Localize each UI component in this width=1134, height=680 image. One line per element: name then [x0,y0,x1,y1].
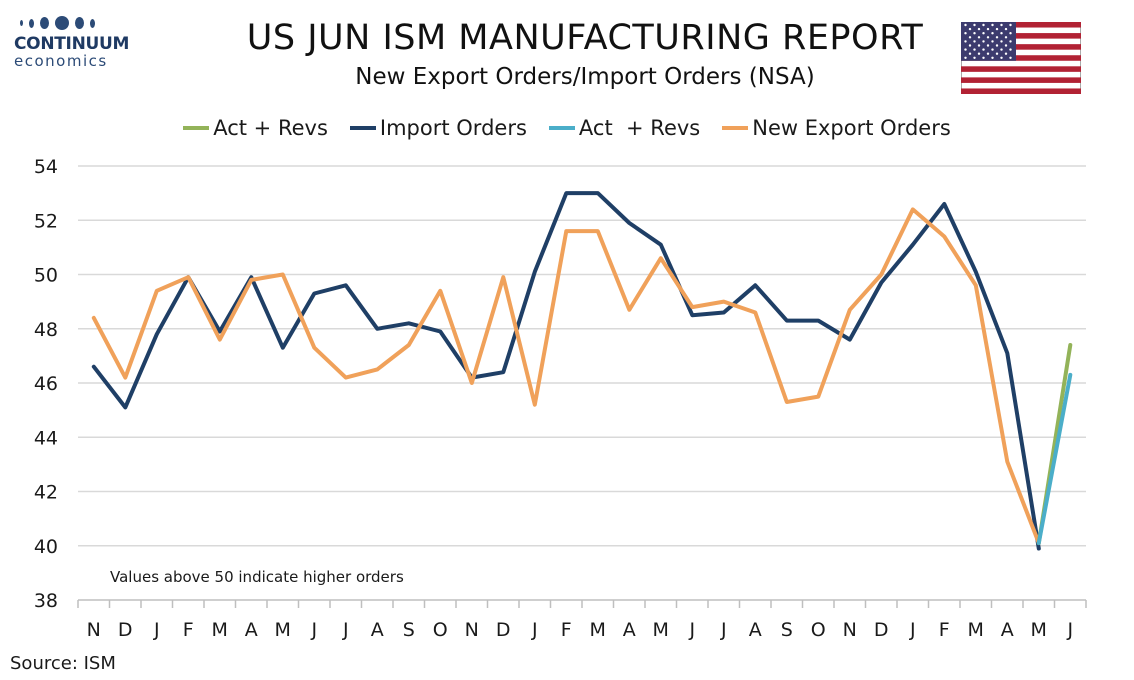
legend-label: New Export Orders [752,116,951,140]
x-tick-label: J [688,619,695,641]
y-tick-label: 46 [34,373,58,395]
us-flag-icon [961,22,1081,94]
x-tick-label: J [1066,619,1073,641]
chart-annotation: Values above 50 indicate higher orders [110,568,404,586]
legend-swatch [722,126,749,130]
x-tick-label: J [909,619,916,641]
x-tick-label: M [275,619,291,641]
x-tick-label: N [87,619,101,641]
logo-name: CONTINUUM [14,34,130,54]
x-tick-label: F [939,619,950,641]
chart-title: US JUN ISM MANUFACTURING REPORT [246,18,924,58]
y-tick-label: 40 [34,536,58,558]
legend-swatch [349,126,376,130]
y-tick-label: 50 [34,265,58,287]
x-tick-label: J [531,619,538,641]
x-tick-label: S [781,619,793,641]
y-tick-label: 54 [34,156,58,178]
y-tick-label: 42 [34,482,58,504]
x-tick-label: J [342,619,349,641]
x-tick-label: A [371,619,384,641]
logo-dots [20,14,134,32]
legend-item: New Export Orders [722,116,951,140]
x-tick-label: F [561,619,572,641]
chart-subtitle: New Export Orders/Import Orders (NSA) [355,64,815,90]
x-tick-label: J [310,619,317,641]
legend-label: Import Orders [379,116,527,140]
x-tick-label: M [212,619,228,641]
legend-item: Import Orders [349,116,527,140]
x-tick-label: N [843,619,857,641]
y-tick-label: 48 [34,319,58,341]
x-tick-label: J [720,619,727,641]
x-tick-label: D [874,619,889,641]
legend-swatch [183,126,210,130]
x-tick-label: A [749,619,762,641]
y-tick-label: 38 [34,590,58,612]
x-tick-label: A [1001,619,1014,641]
legend-swatch [548,126,575,130]
x-tick-label: A [623,619,636,641]
series-line-import-orders [91,191,1041,551]
x-tick-label: N [465,619,479,641]
x-tick-label: M [968,619,984,641]
legend-item: Act + Revs [183,116,328,140]
chart-legend: Act + Revs Import Orders Act + Revs New Exp… [0,116,1134,140]
legend-label: Act + Revs [213,116,328,140]
logo-subtitle: economics [14,52,108,70]
source-note: Source: ISM [10,653,116,674]
x-tick-label: A [245,619,258,641]
series-line-act-revs [1036,372,1073,545]
x-tick-label: O [811,619,826,641]
legend-item: Act + Revs [548,116,701,140]
x-tick-label: D [496,619,511,641]
x-tick-label: J [153,619,160,641]
x-tick-label: M [653,619,669,641]
x-tick-label: O [433,619,448,641]
x-tick-label: M [590,619,606,641]
y-tick-label: 52 [34,210,58,232]
x-tick-label: D [118,619,133,641]
x-tick-label: F [183,619,194,641]
x-tick-label: M [1031,619,1047,641]
x-tick-label: S [403,619,415,641]
series-line-new-export-orders [91,207,1041,545]
legend-label: Act + Revs [578,116,701,140]
company-logo: CONTINUUM economics [14,14,134,70]
y-tick-label: 44 [34,427,58,449]
